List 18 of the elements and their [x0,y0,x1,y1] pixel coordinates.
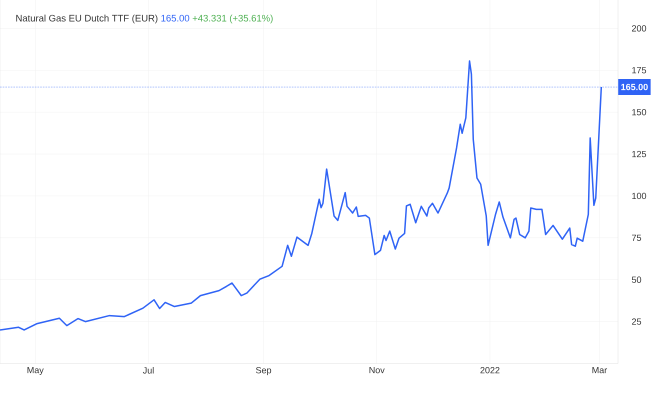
y-tick-label: 150 [632,108,646,116]
x-tick-label: Jul [142,367,154,374]
x-tick-label: Nov [370,367,385,374]
y-tick-label: 125 [632,150,646,158]
text: Natural Gas EU Dutch TTF (EUR) [16,14,158,24]
y-tick-label: 50 [632,276,642,283]
annotation: 165.00 [161,14,190,22]
x-tick-label: Mar [592,367,608,374]
y-tick-label: 175 [632,67,646,74]
y-tick-label: 200 [632,25,646,32]
y-tick-label: 25 [632,318,642,325]
ref-line-label: 165.00 [621,84,648,90]
x-tick-label: 2022 [480,367,500,374]
y-tick-label: 75 [632,234,642,241]
x-tick-label: Sep [256,367,272,376]
y-tick-label: 100 [632,192,646,200]
x-tick-label: May [28,367,44,376]
annotation: +43.331 (+35.61%) [192,14,273,24]
